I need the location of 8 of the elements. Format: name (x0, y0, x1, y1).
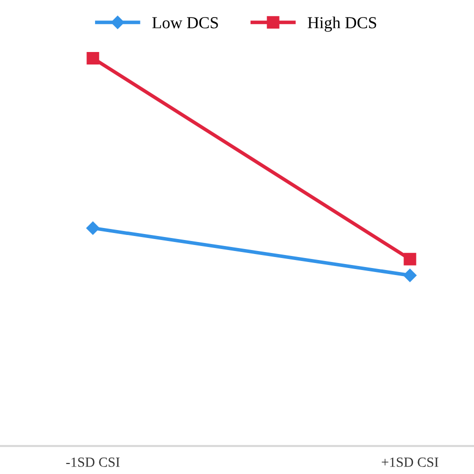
point (86, 52, 100, 64)
point (404, 252, 416, 266)
legend-label: Low DCS (152, 17, 218, 28)
x-tick-label: -1SD CSI (66, 458, 120, 467)
point (86, 221, 100, 235)
point (403, 268, 417, 282)
x-tick-label: +1SD CSI (382, 458, 438, 467)
legend-label: High DCS (308, 16, 376, 32)
